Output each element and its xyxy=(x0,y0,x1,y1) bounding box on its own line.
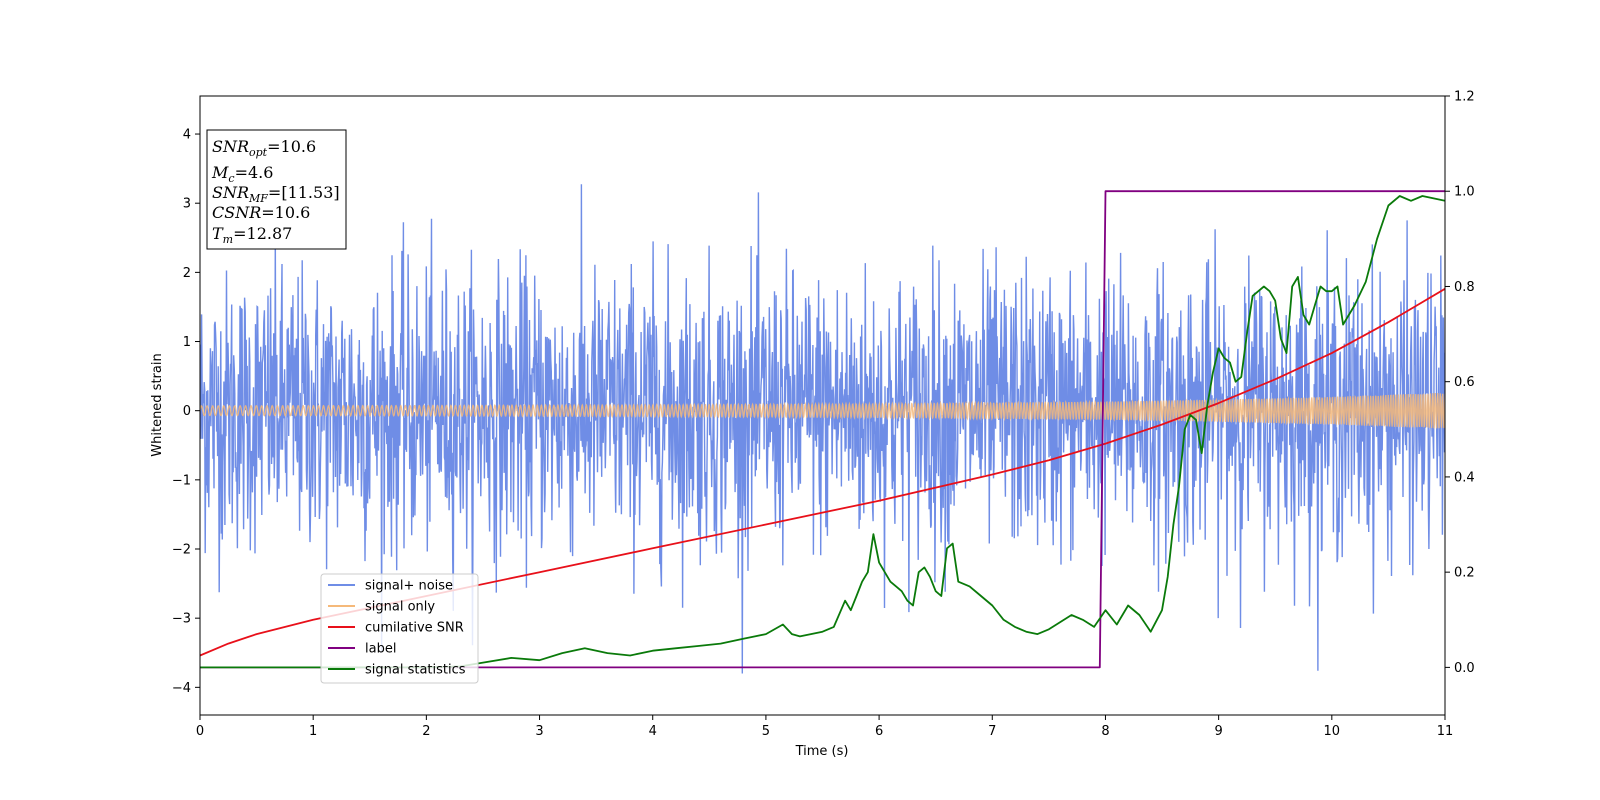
annotation-frame xyxy=(206,129,347,250)
y-left-tick-label: 4 xyxy=(183,128,191,143)
series-layer xyxy=(200,184,1445,674)
legend-label: label xyxy=(365,642,396,657)
y-right-tick-label: 0.8 xyxy=(1454,280,1475,295)
x-tick-label: 4 xyxy=(649,724,657,739)
x-tick-label: 0 xyxy=(196,724,204,739)
x-tick-label: 8 xyxy=(1101,724,1109,739)
y-right-tick-label: 0.6 xyxy=(1454,375,1475,390)
y-left-tick-label: 1 xyxy=(183,335,191,350)
y-left-tick-label: 3 xyxy=(183,197,191,212)
ticks-layer: 0 1 2 3 4 5 6 7 8 9 10 11 −4 −3 −2 −1 0 1 2 3 4 0.0 0.2 0.4 0.6 0… xyxy=(172,90,1475,740)
x-tick-label: 1 xyxy=(309,724,317,739)
x-axis-label: Time (s) xyxy=(795,744,849,759)
y-left-tick-label: 2 xyxy=(183,266,191,281)
y-right-tick-label: 0.0 xyxy=(1454,661,1475,676)
series-signal-only xyxy=(200,393,1445,429)
x-tick-label: 7 xyxy=(988,724,996,739)
legend: signal+ noise signal only cumilative SNR la… xyxy=(320,573,479,684)
y-right-tick-label: 0.4 xyxy=(1454,470,1475,485)
y-right-tick-label: 1.0 xyxy=(1454,185,1475,200)
plot-frame xyxy=(199,95,1446,716)
y-left-tick-label: −1 xyxy=(172,473,191,488)
x-tick-label: 10 xyxy=(1324,724,1341,739)
x-tick-label: 2 xyxy=(422,724,430,739)
annotation-line: SNRMF=[11.53] xyxy=(212,183,340,205)
legend-label: signal only xyxy=(365,600,435,615)
y-right-tick-label: 0.2 xyxy=(1454,566,1475,581)
x-tick-label: 11 xyxy=(1437,724,1454,739)
series-label xyxy=(200,190,1445,669)
y-left-tick-label: −4 xyxy=(172,681,191,696)
series-cumulative-snr xyxy=(200,288,1445,657)
y-axis-label: Whitened strain xyxy=(150,353,165,456)
annotation-line: Mc=4.6 xyxy=(211,163,273,185)
y-right-tick-label: 1.2 xyxy=(1454,90,1475,105)
annotation-line: Tm=12.87 xyxy=(212,224,292,246)
legend-label: signal statistics xyxy=(365,663,466,678)
y-left-tick-label: −2 xyxy=(172,543,191,558)
y-left-tick-label: 0 xyxy=(183,404,191,419)
legend-label: signal+ noise xyxy=(365,579,453,594)
x-tick-label: 9 xyxy=(1214,724,1222,739)
legend-frame xyxy=(320,573,479,684)
x-tick-label: 6 xyxy=(875,724,883,739)
x-tick-label: 3 xyxy=(535,724,543,739)
annotation-line: CSNR=10.6 xyxy=(212,203,310,222)
y-left-tick-label: −3 xyxy=(172,612,191,627)
x-tick-label: 5 xyxy=(762,724,770,739)
series-signal-statistics xyxy=(200,195,1445,669)
legend-label: cumilative SNR xyxy=(365,621,464,636)
annotation-line: SNRopt=10.6 xyxy=(212,137,316,159)
